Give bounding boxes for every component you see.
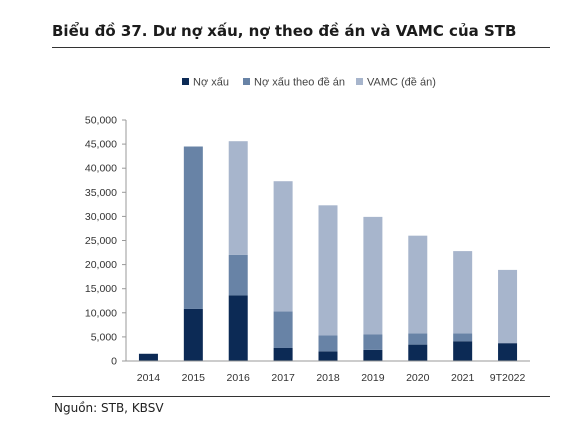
bar-no-xau-2020 [408,344,428,361]
legend-label: VAMC (đề án) [367,77,436,89]
y-tick-label: 40,000 [85,163,117,175]
x-tick-label: 2016 [227,372,251,384]
bar-no-xau-2015 [183,308,203,361]
y-tick-label: 0 [111,356,117,368]
bar-no-xau-2017 [273,347,293,361]
bar-vamc-2021 [453,251,473,334]
chart-title: Biểu đồ 37. Dư nợ xấu, nợ theo đề án và … [52,22,517,40]
x-tick-label: 2020 [406,372,430,384]
footer-divider [52,396,550,397]
legend-label: Nợ xấu [193,77,229,89]
source-note: Nguồn: STB, KBSV [54,401,164,415]
y-tick-label: 20,000 [85,259,117,271]
legend-label: Nợ xấu theo đề án [254,77,345,89]
y-tick-label: 45,000 [85,139,117,151]
y-tick-label: 35,000 [85,187,117,199]
bar-no-xau-de-an-2021 [453,333,473,342]
y-tick-label: 5,000 [91,331,117,343]
bar-no-xau-2019 [363,349,383,361]
bar-no-xau-2021 [453,341,473,361]
title-divider [52,47,550,48]
bar-no-xau-de-an-2015 [183,146,203,309]
bar-no-xau-2014 [138,353,158,361]
bar-vamc-2016 [228,141,248,255]
bar-vamc-2020 [408,235,428,334]
y-tick-label: 15,000 [85,283,117,295]
bar-vamc-9T2022 [498,269,518,344]
x-tick-label: 9T2022 [490,372,526,384]
bar-no-xau-de-an-2018 [318,335,338,352]
x-tick-label: 2018 [316,372,340,384]
bar-no-xau-de-an-2019 [363,334,383,350]
y-tick-label: 30,000 [85,211,117,223]
x-tick-label: 2019 [361,372,385,384]
bar-no-xau-2016 [228,295,248,361]
bar-vamc-2018 [318,205,338,336]
bar-vamc-2017 [273,181,293,312]
x-tick-label: 2021 [451,372,475,384]
x-axis: 2014 2015 2016 2017 2018 2019 2020 2021 9T2022 [126,360,530,384]
bar-no-xau-2018 [318,351,338,361]
bar-no-xau-de-an-2020 [408,333,428,345]
bar-vamc-2019 [363,216,383,335]
x-tick-label: 2017 [271,372,295,384]
bar-group [138,141,518,361]
bar-no-xau-9T2022 [498,343,518,361]
y-tick-label: 50,000 [85,115,117,127]
bar-no-xau-de-an-2016 [228,254,248,296]
y-tick-label: 25,000 [85,235,117,247]
y-axis: 0 5,000 10,000 15,000 20,000 25,000 30,000 35,0… [85,115,127,368]
chart-legend: Nợ xấu Nợ xấu theo đề án VAMC (đề án) [182,77,436,89]
bar-no-xau-de-an-2017 [273,311,293,348]
y-tick-label: 10,000 [85,307,117,319]
legend-swatch [356,78,363,85]
x-tick-label: 2015 [182,372,206,384]
legend-swatch [243,78,250,85]
legend-swatch [182,78,189,85]
x-tick-label: 2014 [137,372,161,384]
